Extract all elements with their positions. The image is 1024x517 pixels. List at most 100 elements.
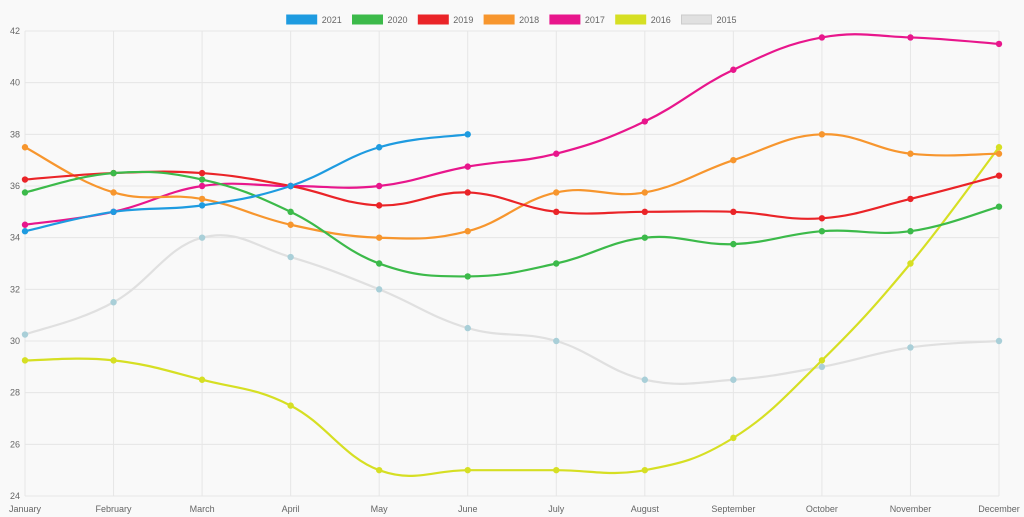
data-point[interactable]: [287, 208, 294, 216]
data-point[interactable]: [287, 182, 294, 190]
data-point[interactable]: [818, 34, 826, 41]
series-line: [24, 133, 468, 233]
data-point[interactable]: [907, 195, 914, 203]
data-point[interactable]: [818, 131, 826, 138]
series-lines: [21, 33, 1003, 477]
data-point[interactable]: [464, 131, 471, 138]
data-point[interactable]: [907, 150, 914, 157]
x-tick-label: January: [9, 504, 42, 514]
series-2017: [21, 33, 1003, 228]
data-point[interactable]: [818, 363, 826, 371]
x-tick-label: July: [548, 504, 565, 514]
data-point[interactable]: [21, 228, 29, 235]
data-point[interactable]: [198, 195, 206, 203]
legend-item-2018[interactable]: 2018: [483, 14, 539, 25]
series-line: [24, 170, 1000, 220]
data-point[interactable]: [198, 169, 206, 177]
data-point[interactable]: [995, 203, 1003, 210]
data-point[interactable]: [287, 402, 294, 409]
data-point[interactable]: [641, 376, 649, 383]
series-2021: [21, 131, 471, 235]
data-point[interactable]: [375, 286, 383, 293]
data-point[interactable]: [730, 240, 737, 248]
data-point[interactable]: [375, 182, 383, 190]
data-point[interactable]: [464, 273, 471, 280]
data-point[interactable]: [995, 337, 1003, 345]
legend-item-2016[interactable]: 2016: [615, 14, 671, 25]
data-point[interactable]: [110, 208, 117, 216]
data-point[interactable]: [641, 234, 649, 241]
data-point[interactable]: [553, 189, 560, 196]
data-point[interactable]: [198, 234, 206, 241]
data-point[interactable]: [375, 234, 383, 241]
data-point[interactable]: [21, 331, 29, 338]
data-point[interactable]: [464, 189, 471, 196]
data-point[interactable]: [907, 228, 914, 235]
data-point[interactable]: [375, 202, 383, 209]
data-point[interactable]: [21, 176, 29, 183]
data-point[interactable]: [907, 34, 914, 41]
data-point[interactable]: [110, 357, 117, 364]
data-point[interactable]: [375, 144, 383, 151]
data-point[interactable]: [553, 260, 560, 267]
y-tick-label: 26: [10, 439, 20, 449]
data-point[interactable]: [198, 202, 206, 209]
data-point[interactable]: [464, 324, 471, 332]
data-point[interactable]: [553, 150, 560, 157]
data-point[interactable]: [641, 118, 649, 125]
y-tick-label: 24: [10, 491, 20, 501]
data-point[interactable]: [110, 299, 117, 306]
data-point[interactable]: [375, 260, 383, 267]
legend-label: 2016: [651, 15, 671, 25]
data-point[interactable]: [730, 66, 737, 73]
data-point[interactable]: [641, 189, 649, 196]
data-point[interactable]: [907, 260, 914, 267]
data-point[interactable]: [21, 221, 29, 228]
x-tick-label: April: [282, 504, 300, 514]
legend-item-2019[interactable]: 2019: [417, 14, 473, 25]
data-point[interactable]: [287, 221, 294, 228]
data-point[interactable]: [287, 253, 294, 261]
data-point[interactable]: [110, 169, 117, 177]
data-point[interactable]: [553, 337, 560, 345]
data-point[interactable]: [641, 466, 649, 474]
data-point[interactable]: [464, 466, 471, 474]
legend-item-2017[interactable]: 2017: [549, 14, 605, 25]
data-point[interactable]: [995, 144, 1003, 151]
data-point[interactable]: [198, 376, 206, 383]
legend-item-2015[interactable]: 2015: [681, 14, 737, 25]
data-point[interactable]: [641, 208, 649, 216]
data-point[interactable]: [464, 163, 471, 170]
data-point[interactable]: [995, 40, 1003, 48]
legend-swatch: [549, 14, 581, 25]
data-point[interactable]: [21, 189, 29, 196]
legend-item-2020[interactable]: 2020: [352, 14, 408, 25]
data-point[interactable]: [907, 344, 914, 351]
data-point[interactable]: [553, 466, 560, 474]
data-point[interactable]: [730, 376, 737, 383]
data-point[interactable]: [730, 208, 737, 216]
data-point[interactable]: [110, 189, 117, 196]
data-point[interactable]: [375, 466, 383, 474]
data-point[interactable]: [995, 150, 1003, 157]
data-point[interactable]: [21, 357, 29, 364]
data-point[interactable]: [818, 215, 826, 222]
data-point[interactable]: [818, 357, 826, 364]
data-point[interactable]: [553, 208, 560, 216]
y-tick-label: 34: [10, 233, 20, 243]
data-point[interactable]: [995, 172, 1003, 179]
data-point[interactable]: [21, 144, 29, 151]
legend-item-2021[interactable]: 2021: [286, 14, 342, 25]
data-point[interactable]: [818, 228, 826, 235]
y-tick-label: 42: [10, 26, 20, 36]
data-point[interactable]: [730, 434, 737, 442]
data-point[interactable]: [464, 228, 471, 235]
data-point[interactable]: [198, 182, 206, 190]
legend[interactable]: 2021 2020 2019 2018 2017 2016 2015: [286, 14, 737, 25]
data-point[interactable]: [730, 156, 737, 164]
y-tick-label: 40: [10, 78, 20, 88]
legend-label: 2020: [388, 15, 408, 25]
data-point[interactable]: [198, 176, 206, 183]
